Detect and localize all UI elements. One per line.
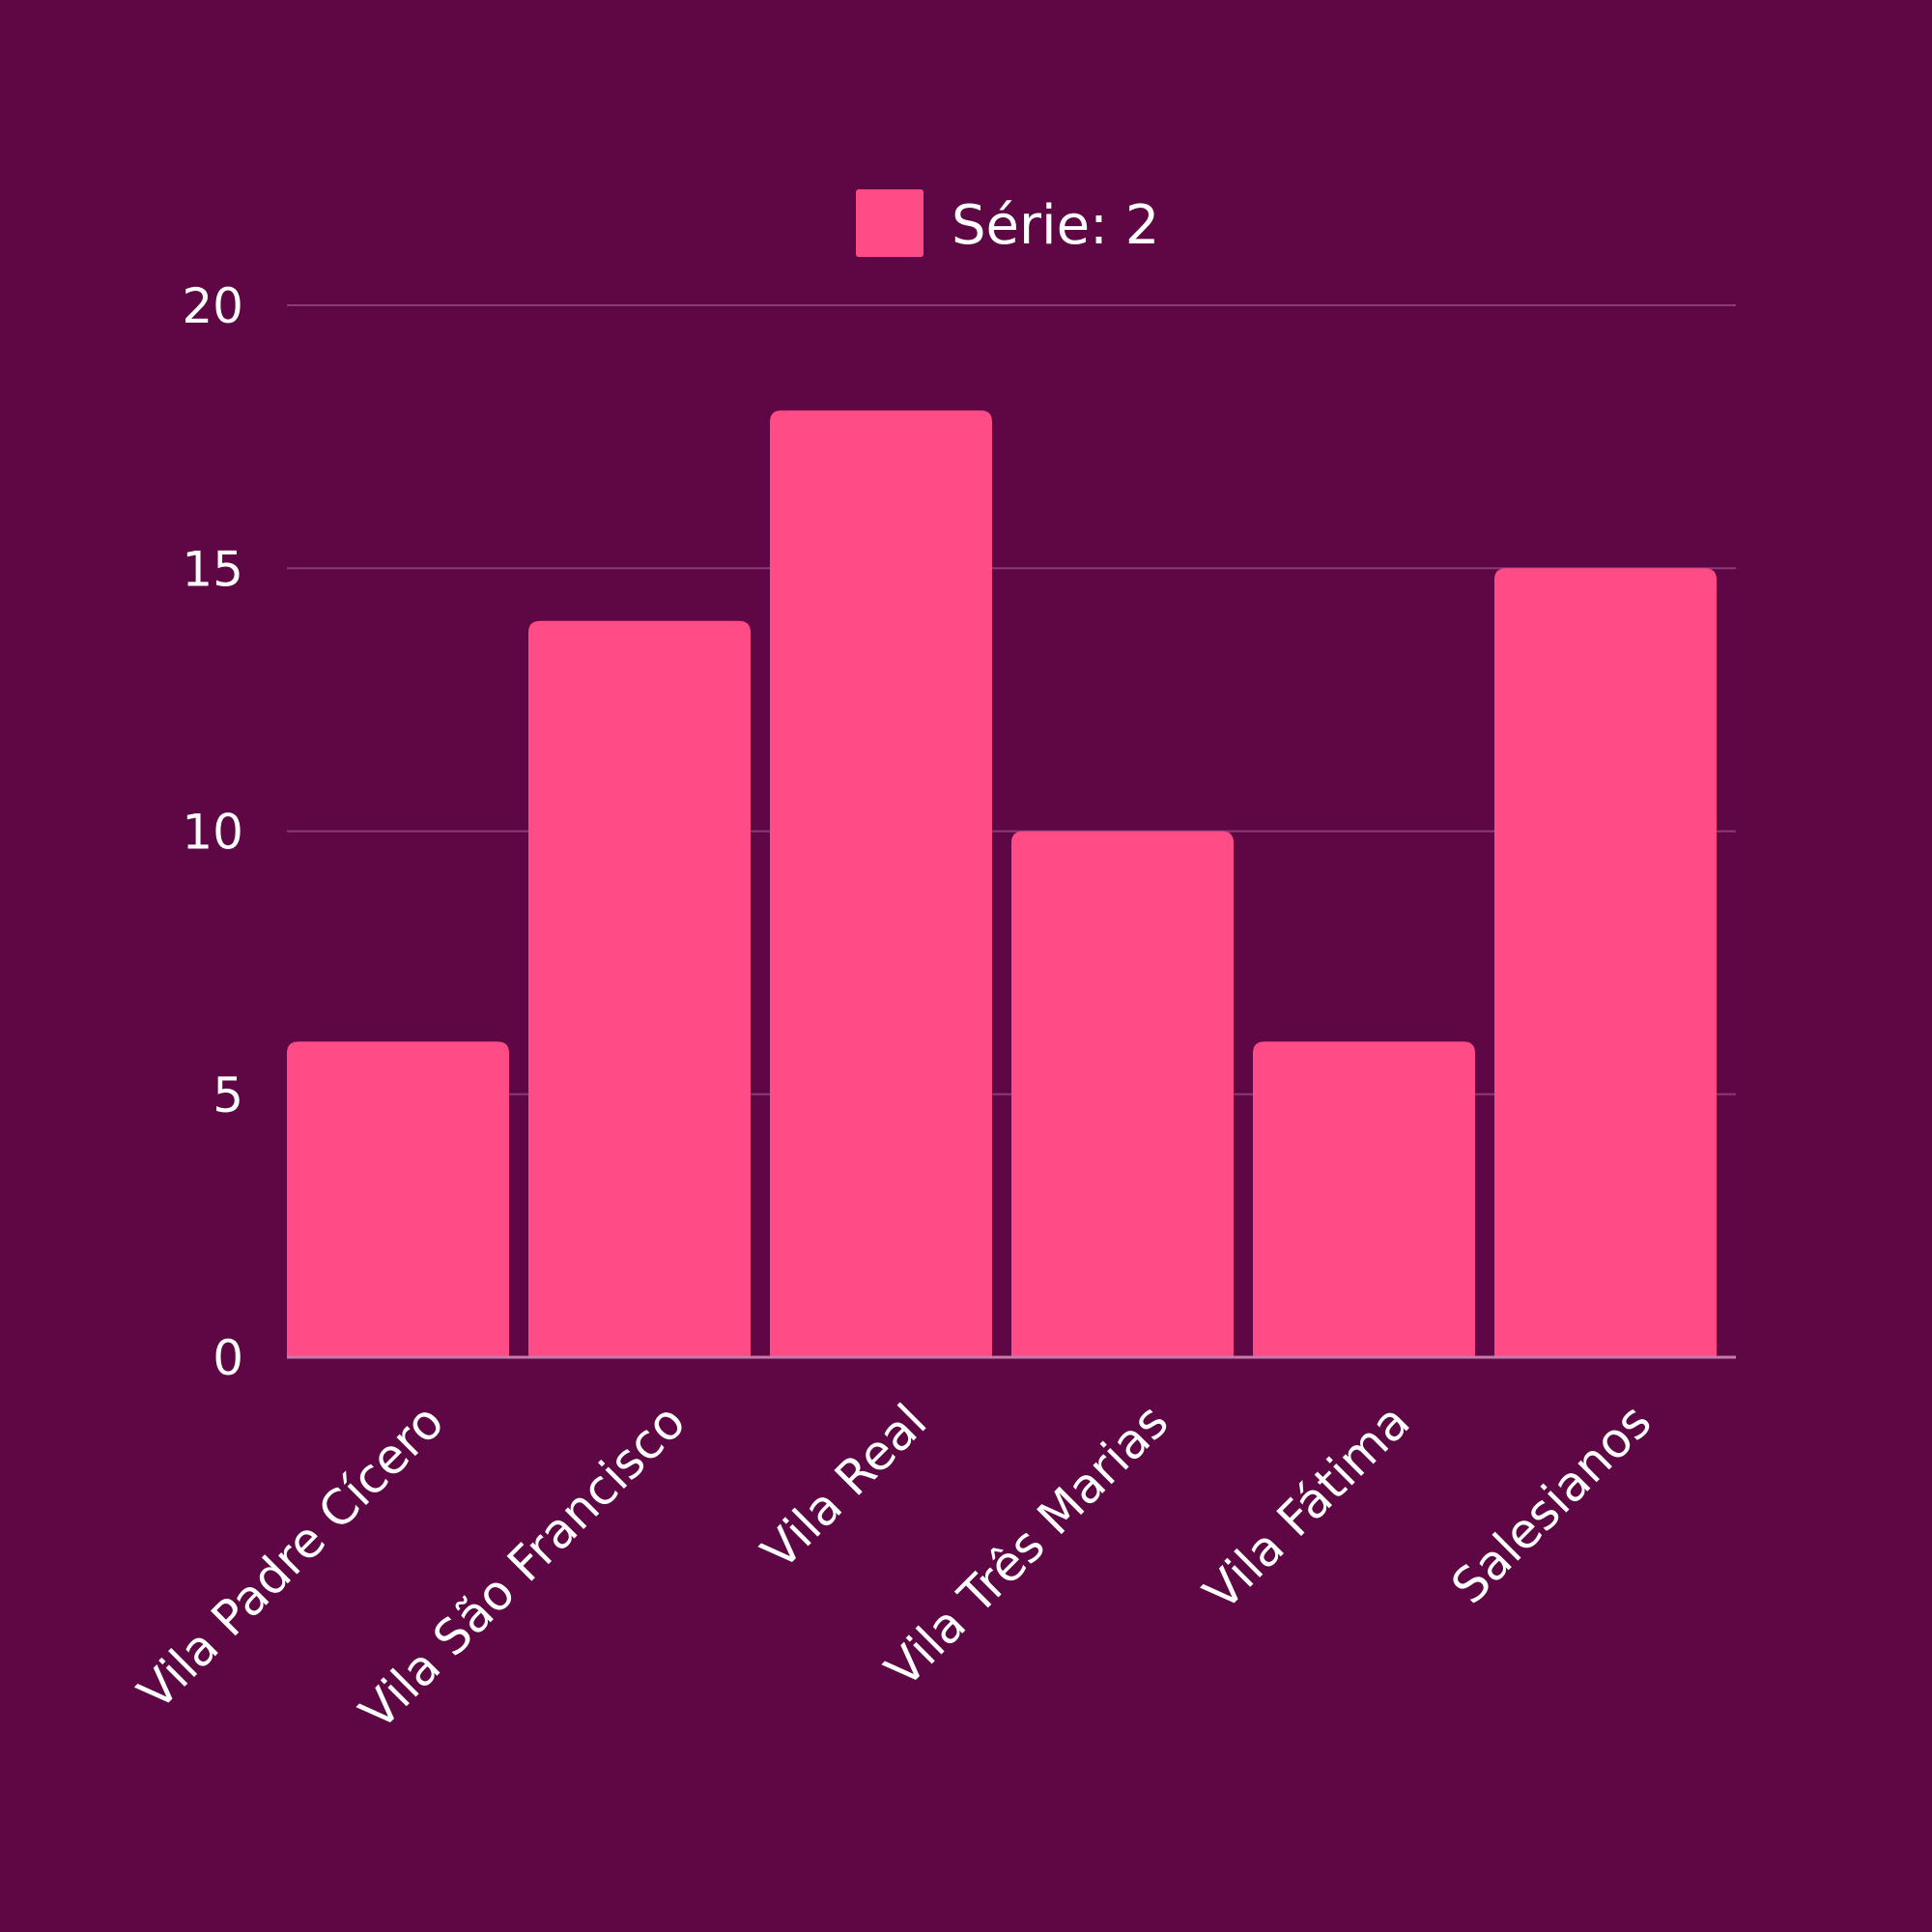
bar [1494, 568, 1717, 1357]
bar [770, 410, 992, 1357]
bar [287, 1041, 509, 1357]
legend: Série: 2 [856, 189, 1159, 257]
y-axis-ticks: 0 5 10 15 20 [182, 278, 243, 1386]
bars [287, 410, 1717, 1357]
legend-swatch [856, 189, 923, 257]
bar [1011, 831, 1234, 1357]
y-tick-label: 10 [182, 805, 243, 861]
y-tick-label: 15 [182, 541, 243, 597]
y-tick-label: 20 [182, 278, 243, 334]
bar [528, 620, 751, 1357]
y-tick-label: 5 [213, 1067, 243, 1123]
y-tick-label: 0 [213, 1330, 243, 1386]
legend-label: Série: 2 [952, 194, 1159, 257]
bar [1253, 1041, 1475, 1357]
